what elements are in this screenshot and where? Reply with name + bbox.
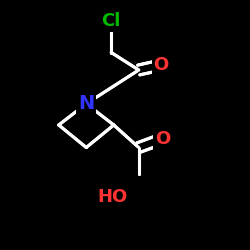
- Text: O: O: [155, 130, 170, 148]
- Text: HO: HO: [98, 188, 128, 206]
- Text: Cl: Cl: [102, 12, 121, 30]
- Text: O: O: [154, 56, 169, 74]
- Text: N: N: [78, 94, 94, 113]
